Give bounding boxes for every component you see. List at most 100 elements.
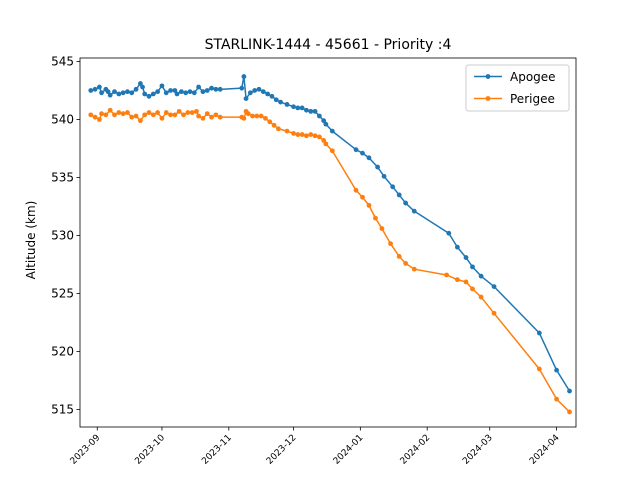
apogee-point xyxy=(390,184,396,190)
apogee-point xyxy=(269,93,275,99)
chart-title: STARLINK-1444 - 45661 - Priority :4 xyxy=(205,37,452,53)
perigee-point xyxy=(194,108,199,114)
apogee-point xyxy=(256,86,262,92)
apogee-point xyxy=(396,192,402,198)
apogee-point xyxy=(491,284,497,289)
perigee-point xyxy=(411,266,417,272)
perigee-point xyxy=(97,117,102,122)
apogee-point xyxy=(112,89,117,95)
apogee-point xyxy=(168,88,173,93)
perigee-point xyxy=(176,108,182,114)
perigee-point xyxy=(366,202,372,208)
apogee-point xyxy=(381,173,387,179)
legend-swatch-marker xyxy=(485,74,491,79)
perigee-point xyxy=(209,114,214,120)
perigee-point xyxy=(321,137,327,143)
y-axis-label: Altitude (km) xyxy=(24,201,38,280)
apogee-point xyxy=(291,104,296,110)
legend-label: Perigee xyxy=(510,92,555,106)
apogee-point xyxy=(463,255,469,260)
perigee-point xyxy=(304,133,309,139)
perigee-point xyxy=(88,112,94,118)
apogee-point xyxy=(304,107,309,113)
perigee-point xyxy=(323,141,329,147)
apogee-point xyxy=(187,89,193,95)
y-axis: 515 520 525 530 535 540 545 xyxy=(51,54,80,417)
legend-item-apogee: Apogee xyxy=(474,70,556,84)
apogee-point xyxy=(99,90,104,96)
perigee-point xyxy=(478,294,484,300)
perigee-point xyxy=(258,113,264,119)
perigee-point xyxy=(491,310,497,316)
apogee-point xyxy=(554,367,559,373)
apogee-point xyxy=(155,89,161,95)
y-tick-label: 525 xyxy=(51,287,74,301)
apogee-point xyxy=(265,91,271,97)
apogee-point xyxy=(295,105,301,111)
perigee-point xyxy=(133,113,139,119)
perigee-point xyxy=(200,115,206,121)
series-perigee xyxy=(88,107,572,415)
perigee-point xyxy=(267,119,273,125)
apogee-point xyxy=(107,92,113,98)
perigee-point xyxy=(168,112,173,118)
perigee-point xyxy=(181,112,186,118)
apogee-point xyxy=(137,81,143,86)
perigee-point xyxy=(567,409,572,415)
perigee-point xyxy=(295,132,301,137)
apogee-point xyxy=(308,108,314,114)
perigee-point xyxy=(329,148,335,154)
apogee-point xyxy=(567,388,572,394)
perigee-point xyxy=(291,131,296,136)
apogee-point xyxy=(241,74,247,79)
apogee-point xyxy=(329,128,335,134)
perigee-point xyxy=(403,260,409,266)
y-tick-label: 515 xyxy=(51,403,74,417)
perigee-point xyxy=(146,110,152,115)
perigee-point xyxy=(454,277,460,283)
perigee-point xyxy=(284,128,290,134)
apogee-point xyxy=(316,113,322,119)
legend-swatch-marker xyxy=(485,96,491,101)
perigee-point xyxy=(92,114,98,120)
apogee-point xyxy=(278,99,283,105)
apogee-point xyxy=(97,84,102,90)
apogee-point xyxy=(191,90,197,96)
apogee-point xyxy=(411,208,417,214)
perigee-point xyxy=(373,215,378,221)
perigee-point xyxy=(137,118,143,124)
perigee-point xyxy=(536,366,542,372)
perigee-point xyxy=(204,111,210,117)
apogee-point xyxy=(120,90,126,96)
apogee-point xyxy=(284,102,290,107)
apogee-point xyxy=(446,230,452,236)
perigee-point xyxy=(142,112,148,118)
perigee-point xyxy=(125,110,130,115)
perigee-point xyxy=(271,122,277,128)
apogee-point xyxy=(200,89,206,95)
perigee-point xyxy=(217,114,223,120)
apogee-point xyxy=(116,91,122,97)
perigee-point xyxy=(120,111,126,117)
perigee-point xyxy=(554,396,559,402)
apogee-point xyxy=(478,273,484,279)
apogee-point xyxy=(321,118,327,124)
apogee-point xyxy=(172,88,178,93)
apogee-point xyxy=(129,90,135,96)
perigee-point xyxy=(116,110,122,115)
apogee-point xyxy=(209,85,214,91)
perigee-point xyxy=(263,115,268,121)
apogee-point xyxy=(243,96,249,102)
apogee-point xyxy=(196,84,202,90)
apogee-point xyxy=(178,89,184,95)
legend: Apogee Perigee xyxy=(465,64,570,112)
apogee-point xyxy=(163,90,169,96)
y-tick-label: 530 xyxy=(51,229,74,243)
perigee-point xyxy=(213,112,219,118)
apogee-point xyxy=(299,105,305,111)
apogee-point xyxy=(239,85,245,91)
perigee-point xyxy=(444,272,450,278)
perigee-point xyxy=(241,115,247,121)
apogee-point xyxy=(312,108,318,114)
apogee-point xyxy=(92,86,98,92)
